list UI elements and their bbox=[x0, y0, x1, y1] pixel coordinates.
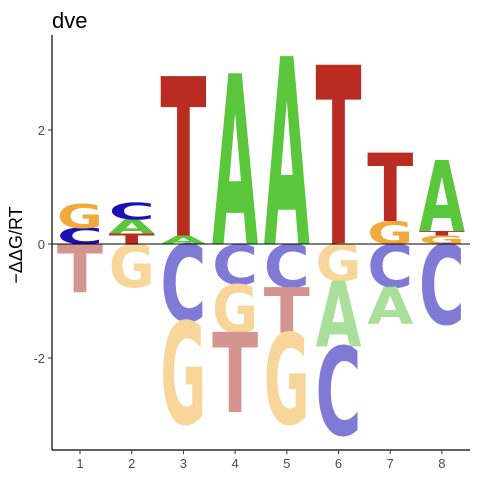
logo-letter-c-neg4: C bbox=[212, 233, 258, 297]
logo-letter-c-neg8: C bbox=[419, 223, 465, 351]
x-tick-label: 7 bbox=[387, 456, 394, 471]
logo-letter-a-neg7: A bbox=[367, 278, 413, 337]
logo-letter-g-neg2: G bbox=[109, 233, 155, 301]
x-tick-label: 8 bbox=[438, 456, 445, 471]
logo-letter-c-neg6: C bbox=[316, 323, 362, 464]
y-axis-label: −ΔΔG/RT bbox=[6, 206, 26, 283]
logo-letter-g-pos1: G bbox=[57, 197, 103, 236]
logo-letter-g-neg4: G bbox=[212, 272, 258, 349]
logo-letter-t-pos3: T bbox=[160, 34, 206, 288]
logo-letter-c-pos2: C bbox=[109, 198, 155, 225]
logo-letter-g-neg3: G bbox=[160, 295, 206, 458]
y-tick-label: 0 bbox=[38, 237, 45, 252]
y-tick-label: 2 bbox=[38, 123, 45, 138]
x-tick-label: 5 bbox=[283, 456, 290, 471]
x-tick-label: 4 bbox=[231, 456, 238, 471]
logo-letter-t-neg5: T bbox=[264, 276, 310, 348]
logo-letter-c-neg7: C bbox=[367, 234, 413, 302]
logo-letter-g-neg5: G bbox=[264, 307, 310, 453]
logo-letter-t-neg1: T bbox=[57, 231, 103, 308]
logo-letter-t-pos2: T bbox=[109, 231, 155, 247]
logo-letter-a-pos4: A bbox=[212, 27, 258, 300]
logo-letter-t-pos6: T bbox=[316, 16, 362, 302]
logo-letter-t-pos7: T bbox=[367, 135, 413, 244]
logo-letter-c-pos1: C bbox=[57, 224, 103, 250]
logo-letter-g-pos7: G bbox=[367, 215, 413, 251]
logo-letter-a-neg6: A bbox=[316, 263, 362, 368]
axes: -2 0 2 1 2 3 4 5 6 7 8 bbox=[33, 35, 470, 471]
y-tick-label: -2 bbox=[33, 351, 45, 366]
chart-title: dve bbox=[52, 8, 87, 33]
x-tick-label: 1 bbox=[76, 456, 83, 471]
x-tick-label: 2 bbox=[128, 456, 135, 471]
x-tick-label: 3 bbox=[180, 456, 187, 471]
logo-letter-c-neg5: C bbox=[264, 234, 310, 302]
logo-letter-c-neg3: C bbox=[160, 225, 206, 347]
logo-letter-a-pos5: A bbox=[264, 6, 310, 306]
logo-letter-g-pos8: G bbox=[419, 233, 465, 247]
logo-letter-a-pos2: A bbox=[109, 216, 155, 239]
logo-letter-t-pos8: T bbox=[419, 230, 465, 237]
x-tick-label: 6 bbox=[335, 456, 342, 471]
logo-letter-a-pos8: A bbox=[419, 142, 465, 256]
logo-letter-t-neg4: T bbox=[212, 312, 258, 438]
